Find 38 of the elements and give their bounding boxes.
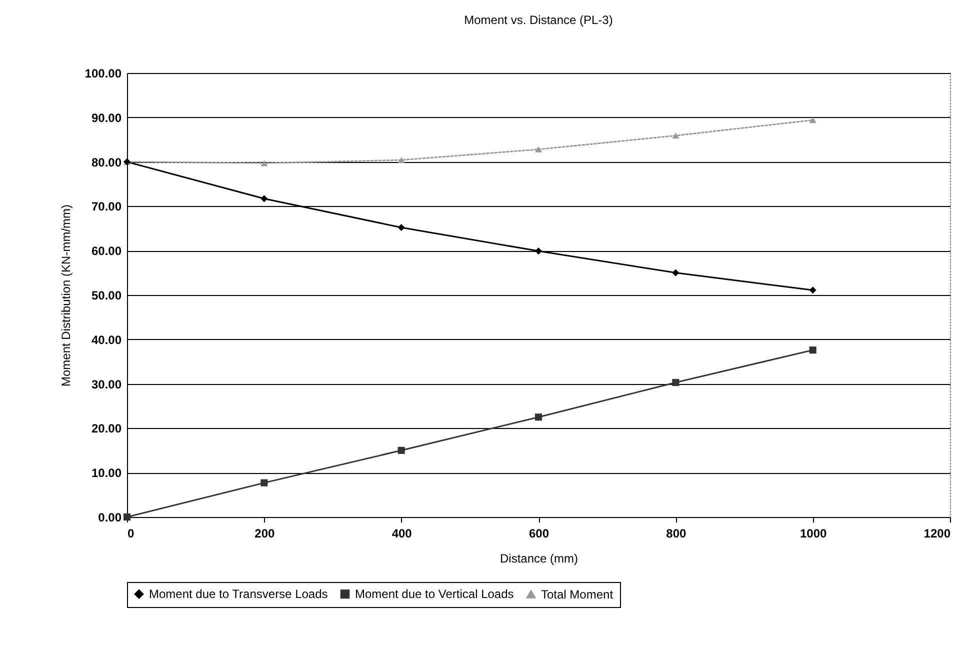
point: [809, 286, 816, 294]
point: [398, 446, 405, 454]
point: [809, 117, 816, 124]
point: [260, 479, 268, 486]
y-tick-label: 10.00: [91, 466, 122, 480]
y-tick-label: 0.00: [98, 510, 122, 524]
x-tick-label: 400: [392, 526, 412, 540]
y-tick-label: 50.00: [91, 288, 122, 302]
x-tick-label: 200: [254, 526, 275, 540]
chart-title: Moment vs. Distance (PL-3): [464, 13, 613, 27]
x-tick-label: 800: [666, 526, 686, 540]
point: [260, 195, 268, 202]
y-tick-label: 60.00: [91, 244, 122, 258]
point: [398, 156, 405, 164]
y-axis-title: Moment Distribution (KN-mm/mm): [58, 204, 73, 387]
legend-label: Total Moment: [541, 587, 614, 602]
x-tick-label: 600: [528, 526, 550, 540]
y-tick-label: 80.00: [91, 155, 122, 170]
x-tick-label: 0: [128, 526, 134, 540]
y-tick-label: 100.00: [84, 66, 122, 80]
point: [534, 146, 542, 152]
point: [260, 160, 268, 166]
x-tick-label: 1000: [800, 526, 828, 540]
y-tick-label: 30.00: [91, 377, 122, 392]
x-tick-label: 1200: [924, 526, 951, 540]
point: [672, 378, 680, 386]
point: [672, 269, 680, 276]
x-axis-title: Distance (mm): [500, 552, 578, 566]
y-tick-label: 70.00: [91, 200, 122, 214]
legend-label: Moment due to Transverse Loads: [149, 587, 328, 602]
point: [398, 224, 405, 232]
legend-label: Moment due to Vertical Loads: [355, 587, 514, 602]
point: [672, 132, 680, 139]
y-tick-label: 90.00: [91, 110, 122, 125]
point: [534, 414, 542, 421]
y-tick-label: 40.00: [91, 332, 122, 347]
point: [809, 346, 816, 354]
y-tick-label: 20.00: [91, 422, 122, 436]
